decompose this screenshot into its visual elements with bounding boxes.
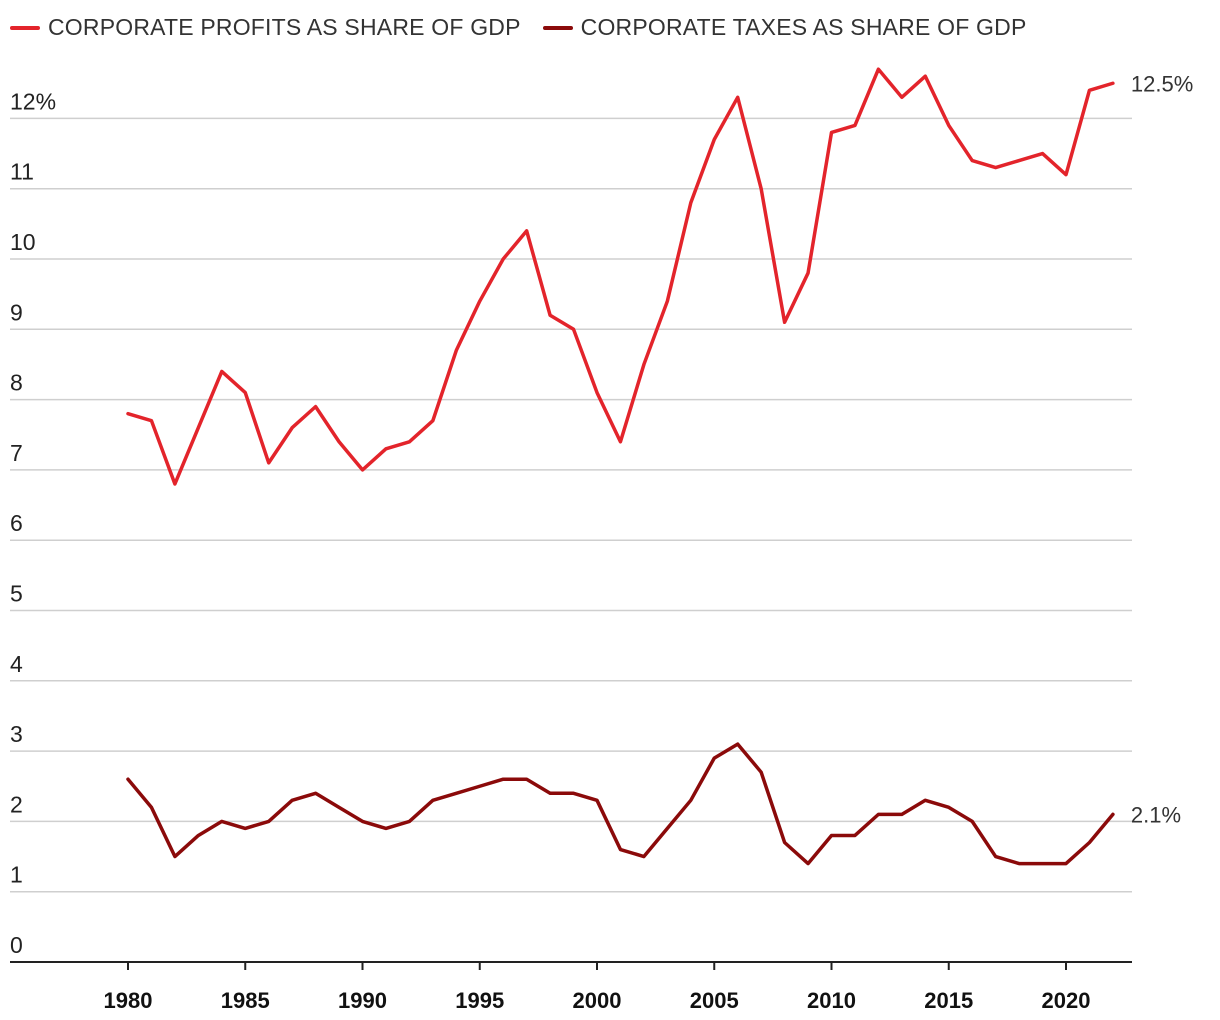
legend-label-taxes: CORPORATE TAXES AS SHARE OF GDP — [580, 14, 1027, 40]
y-tick-label-7: 7 — [10, 440, 23, 466]
end-label-taxes: 2.1% — [1131, 802, 1181, 827]
x-tick-label-2010: 2010 — [807, 988, 856, 1013]
y-tick-label-2: 2 — [10, 791, 23, 817]
y-tick-label-10: 10 — [10, 229, 36, 255]
y-tick-label-6: 6 — [10, 510, 23, 536]
y-tick-label-0: 0 — [10, 932, 23, 958]
x-tick-label-1980: 1980 — [104, 988, 153, 1013]
x-tick-label-1985: 1985 — [221, 988, 270, 1013]
y-tick-label-5: 5 — [10, 581, 23, 607]
x-tick-label-1990: 1990 — [338, 988, 387, 1013]
end-label-profits: 12.5% — [1131, 71, 1193, 96]
legend-label-profits: CORPORATE PROFITS AS SHARE OF GDP — [48, 14, 521, 40]
x-tick-label-1995: 1995 — [455, 988, 504, 1013]
y-tick-label-1: 1 — [10, 862, 23, 888]
legend-swatch-taxes — [542, 25, 573, 30]
x-tick-label-2005: 2005 — [690, 988, 739, 1013]
y-tick-label-11: 11 — [10, 159, 34, 185]
x-tick-label-2020: 2020 — [1042, 988, 1091, 1013]
series-line-profits — [126, 67, 1115, 486]
y-tick-label-4: 4 — [10, 651, 23, 677]
legend-item-taxes: CORPORATE TAXES AS SHARE OF GDP — [542, 14, 1027, 41]
legend: CORPORATE PROFITS AS SHARE OF GDP CORPOR… — [10, 14, 1049, 41]
y-tick-label-8: 8 — [10, 370, 23, 396]
legend-swatch-profits — [10, 25, 40, 30]
y-tick-label-9: 9 — [10, 299, 23, 325]
x-tick-label-2000: 2000 — [573, 988, 622, 1013]
legend-item-profits: CORPORATE PROFITS AS SHARE OF GDP — [10, 14, 521, 41]
x-tick-label-2015: 2015 — [924, 988, 973, 1013]
y-tick-label-3: 3 — [10, 721, 23, 747]
series-line-taxes — [126, 742, 1115, 866]
y-tick-label-12: 12% — [10, 88, 56, 114]
